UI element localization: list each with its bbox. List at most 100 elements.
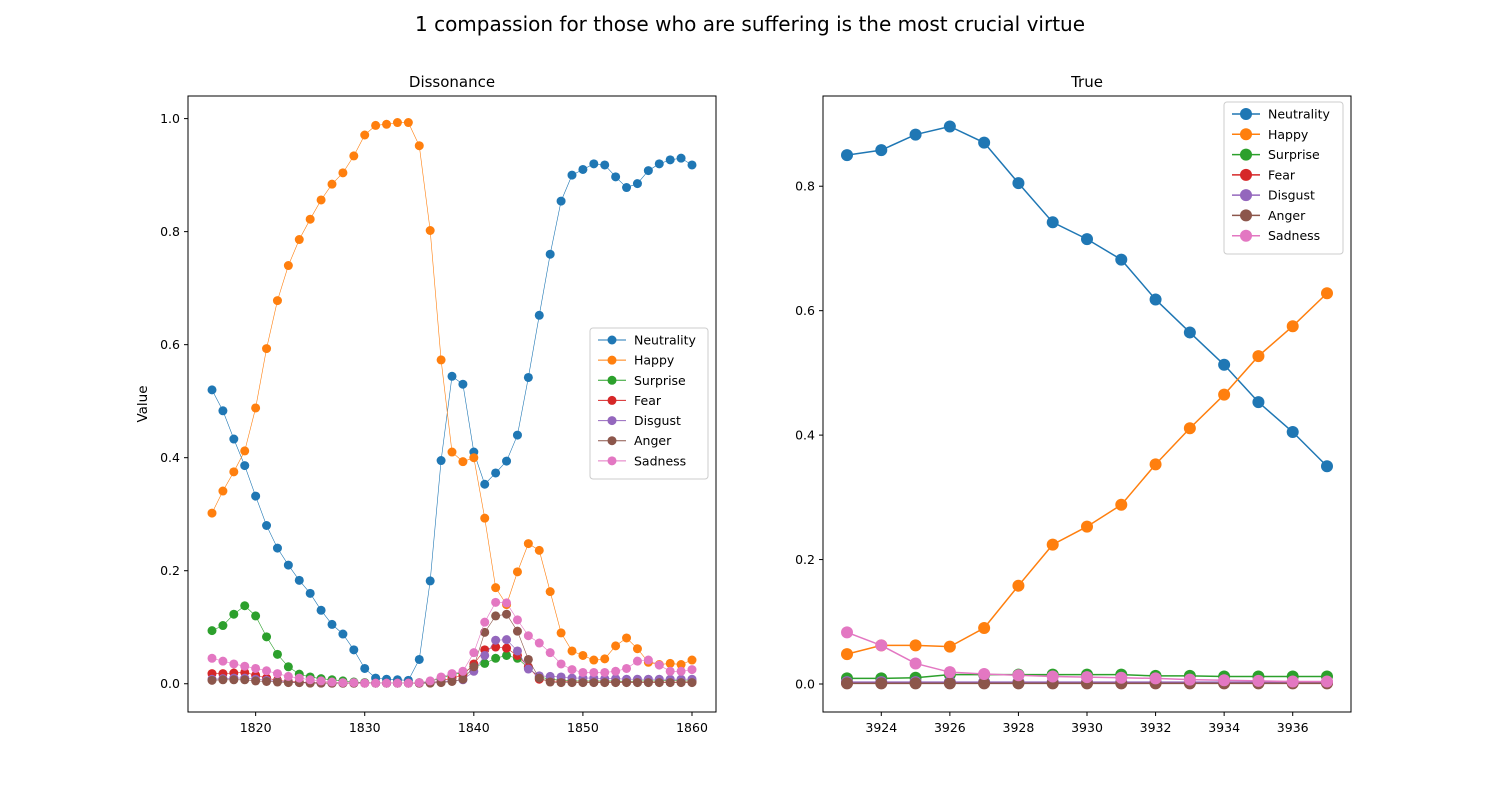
data-point-sadness [294,673,304,683]
y-tick-label: 0.4 [160,450,180,465]
data-point-sadness [875,639,888,652]
data-point-neutrality [665,155,675,165]
data-point-happy [534,545,544,555]
data-point-neutrality [1149,293,1162,306]
data-point-sadness [458,666,468,676]
data-point-sadness [316,676,326,686]
data-point-anger [469,662,479,672]
legend-label-disgust: Disgust [634,413,681,428]
data-point-sadness [1081,671,1093,684]
data-point-sadness [262,666,272,676]
data-point-anger [545,677,555,687]
data-point-happy [632,644,642,654]
x-tick-label: 1830 [349,720,381,735]
legend-label-anger: Anger [634,433,672,448]
data-point-sadness [403,678,413,688]
data-point-anger [556,678,566,688]
data-point-sadness [1149,672,1162,685]
data-point-happy [327,179,337,189]
legend-label-neutrality: Neutrality [634,333,697,348]
data-point-neutrality [600,160,610,170]
legend-label-happy: Happy [634,353,675,368]
data-point-sadness [622,663,632,673]
data-point-anger [611,678,621,688]
chart-panel-1: Dissonance 1820 1830 1840 1850 1860 0.0 0.2 0.4 0… [135,73,717,735]
data-point-sadness [589,667,599,677]
data-point-sadness [305,675,315,685]
data-point-sadness [327,677,337,687]
data-point-disgust [523,664,533,674]
legend-marker-happy [1240,128,1252,141]
data-point-surprise [218,621,228,631]
legend-label-surprise: Surprise [634,373,686,388]
data-point-sadness [534,638,544,648]
data-point-surprise [491,653,501,663]
data-point-sadness [600,667,610,677]
data-point-happy [469,453,479,463]
data-point-happy [567,646,577,656]
data-point-surprise [283,662,293,672]
data-point-surprise [502,650,512,660]
data-point-sadness [512,615,522,625]
y-axis-label: Value [135,385,151,422]
data-point-neutrality [578,164,588,174]
data-point-sadness [1321,675,1333,688]
data-point-neutrality [502,456,512,466]
data-point-surprise [229,609,239,619]
data-point-neutrality [1321,460,1333,473]
data-point-happy [251,403,261,413]
data-point-neutrality [327,619,337,629]
data-point-happy [480,513,490,523]
y-tick-label: 1.0 [160,111,180,126]
legend-label-surprise: Surprise [1268,147,1320,162]
data-point-happy [371,120,381,130]
data-point-sadness [251,663,261,673]
data-point-neutrality [1012,177,1025,190]
data-point-happy [1183,422,1196,435]
data-point-neutrality [218,406,228,416]
data-point-sadness [436,672,446,682]
data-point-anger [578,678,588,688]
data-point-neutrality [534,310,544,320]
data-point-disgust [512,646,522,656]
data-point-anger [218,675,228,685]
data-point-neutrality [491,468,501,478]
data-point-happy [447,447,457,457]
data-point-anger [567,678,577,688]
data-point-neutrality [1218,358,1231,371]
data-point-happy [545,587,555,597]
data-point-sadness [545,648,555,658]
data-point-anger [943,677,956,690]
legend-label-disgust: Disgust [1268,188,1315,203]
data-point-anger [841,677,853,690]
data-point-sadness [272,669,282,679]
data-point-happy [943,640,956,653]
data-point-neutrality [909,128,922,141]
data-point-neutrality [632,179,642,189]
data-point-anger [207,675,217,685]
data-point-anger [875,677,888,690]
data-point-sadness [687,665,697,675]
data-point-sadness [654,660,664,670]
data-point-anger [272,677,282,687]
x-tick-label: 3930 [1071,720,1103,735]
data-point-neutrality [272,543,282,553]
legend-label-neutrality: Neutrality [1268,107,1331,122]
data-point-neutrality [875,144,888,157]
data-point-anger [240,675,250,685]
data-point-neutrality [425,576,435,586]
data-point-anger [978,677,991,690]
data-point-happy [1149,458,1162,471]
data-point-happy [1046,538,1059,551]
legend-marker-anger [607,436,617,446]
data-point-sadness [491,597,501,607]
data-point-neutrality [262,521,272,531]
legend-marker-happy [607,355,617,365]
data-point-sadness [392,678,402,688]
data-point-neutrality [305,588,315,598]
data-point-anger [447,676,457,686]
chart-panel-2: True 3924 3926 3928 3930 3932 3934 3936 0.0 0.2 0.… [795,73,1352,735]
data-point-anger [622,678,632,688]
